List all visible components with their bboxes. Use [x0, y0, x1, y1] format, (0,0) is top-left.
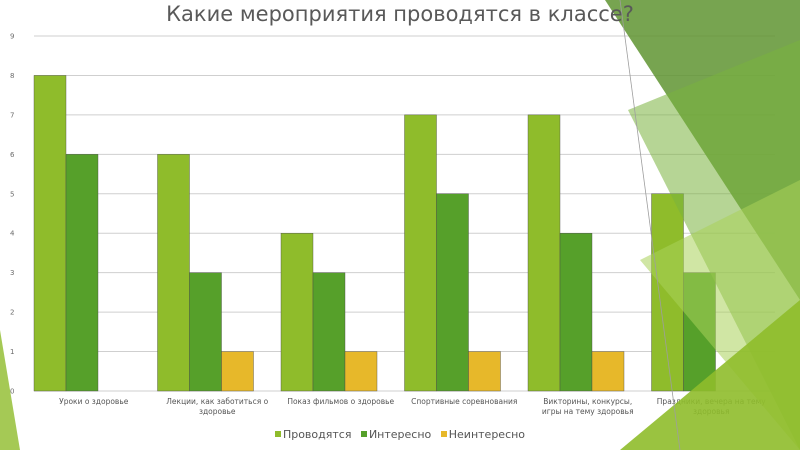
- legend-item-interesting: Интересно: [360, 428, 432, 441]
- legend: Проводятся Интересно Неинтересно: [0, 428, 800, 441]
- y-tick-label: 3: [10, 269, 14, 277]
- bar: [591, 351, 625, 392]
- x-category-label: здоровье: [199, 407, 236, 416]
- legend-label-held: Проводятся: [282, 428, 352, 441]
- x-category-label: Уроки о здоровье: [59, 397, 129, 406]
- bar: [157, 154, 190, 392]
- legend-swatch-held: [274, 431, 281, 437]
- bar: [651, 193, 684, 392]
- bar: [468, 351, 501, 392]
- legend-item-held: Проводятся: [274, 428, 352, 441]
- bar: [33, 75, 67, 392]
- bar: [404, 114, 437, 392]
- y-tick-label: 1: [10, 348, 14, 356]
- y-tick-label: 7: [10, 111, 14, 119]
- legend-label-not-interesting: Неинтересно: [448, 428, 526, 441]
- y-tick-label: 9: [10, 33, 14, 41]
- x-category-label: Лекции, как заботиться о: [166, 397, 268, 406]
- x-category-label: Праздники, вечера на тему: [657, 397, 766, 406]
- x-category-label: здоровья: [693, 407, 729, 416]
- bar: [312, 272, 346, 392]
- y-tick-label: 2: [10, 309, 14, 317]
- bar: [436, 193, 469, 392]
- bar: [344, 351, 378, 392]
- x-category-label: Викторины, конкурсы,: [543, 397, 632, 406]
- y-tick-label: 5: [10, 190, 14, 198]
- y-tick-label: 4: [10, 230, 15, 238]
- legend-swatch-not-interesting: [440, 431, 447, 437]
- y-tick-label: 8: [10, 72, 14, 80]
- x-category-label: игры на тему здоровья: [542, 407, 634, 416]
- legend-label-interesting: Интересно: [368, 428, 432, 441]
- y-tick-label: 0: [10, 388, 14, 396]
- bar: [559, 233, 593, 392]
- y-tick-label: 6: [10, 151, 15, 159]
- bar: [221, 351, 254, 392]
- x-category-label: Показ фильмов о здоровье: [287, 397, 394, 406]
- bar: [683, 272, 716, 392]
- legend-item-not-interesting: Неинтересно: [440, 428, 526, 441]
- bar: [189, 272, 222, 392]
- bar: [527, 114, 561, 392]
- bar: [280, 233, 314, 392]
- x-category-label: Спортивные соревнования: [411, 397, 517, 406]
- legend-swatch-interesting: [360, 431, 367, 437]
- bar: [65, 154, 99, 392]
- chart-title: Какие мероприятия проводятся в классе?: [166, 2, 634, 26]
